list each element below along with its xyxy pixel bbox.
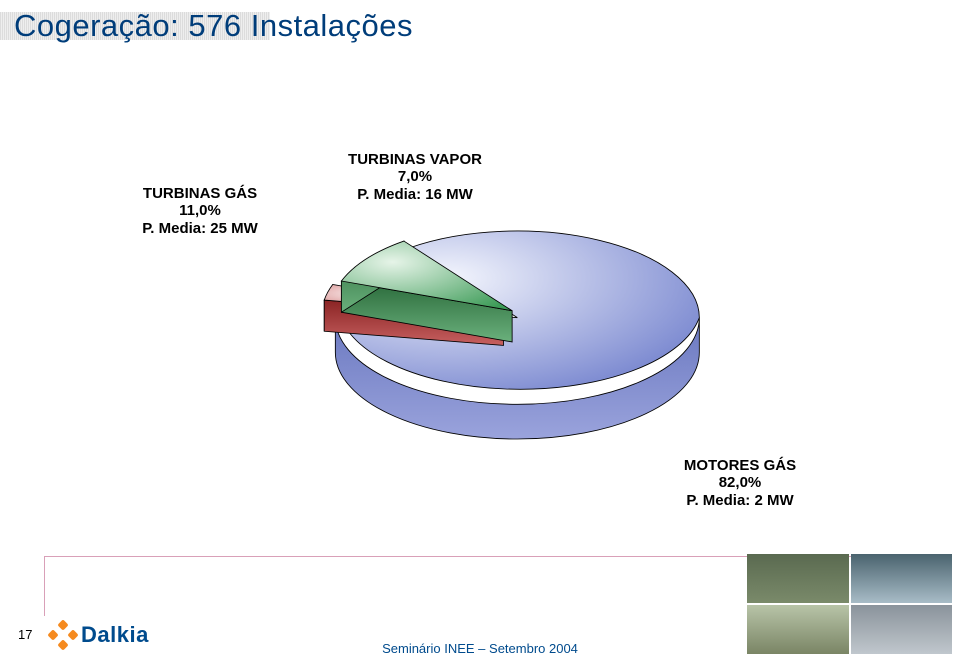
- footer-caption: Seminário INEE – Setembro 2004: [382, 641, 578, 656]
- label-turbinas-vapor: TURBINAS VAPOR 7,0% P. Media: 16 MW: [335, 151, 495, 203]
- slide-title: Cogeração: 576 Instalações: [14, 8, 413, 44]
- footer-photo-3: [747, 605, 849, 654]
- label-gas-name: TURBINAS GÁS: [125, 185, 275, 202]
- brand-logo: Dalkia: [50, 622, 149, 648]
- label-turbinas-gas: TURBINAS GÁS 11,0% P. Media: 25 MW: [125, 185, 275, 237]
- label-vapor-media: P. Media: 16 MW: [335, 186, 495, 203]
- slide-footer: 17 Dalkia Seminário INEE – Setembro 2004: [0, 592, 960, 662]
- brand-logo-text: Dalkia: [81, 622, 149, 648]
- label-vapor-percent: 7,0%: [335, 168, 495, 185]
- brand-logo-mark: [50, 622, 76, 648]
- footer-photo-1: [747, 554, 849, 603]
- footer-photo-strip: [747, 554, 952, 654]
- page-number: 17: [18, 627, 32, 642]
- label-gas-percent: 11,0%: [125, 202, 275, 219]
- slide: Cogeração: 576 Instalações TURBINAS GÁS …: [0, 0, 960, 662]
- footer-horizontal-rule: [44, 556, 864, 557]
- label-vapor-name: TURBINAS VAPOR: [335, 151, 495, 168]
- pie-svg: [260, 205, 740, 465]
- footer-photo-2: [851, 554, 953, 603]
- footer-photo-4: [851, 605, 953, 654]
- pie-chart-area: TURBINAS GÁS 11,0% P. Media: 25 MW TURBI…: [120, 135, 840, 515]
- label-gas-media: P. Media: 25 MW: [125, 220, 275, 237]
- pie-3d: [260, 205, 740, 505]
